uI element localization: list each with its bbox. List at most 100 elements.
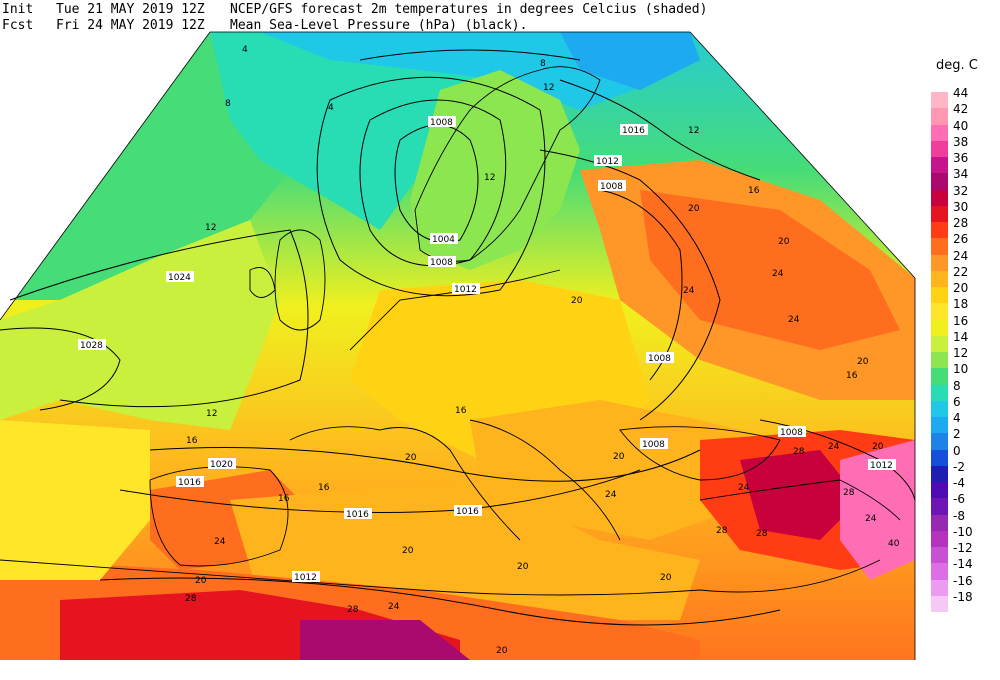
legend-title: deg. C (936, 58, 978, 73)
temp-label: 16 (278, 494, 290, 504)
temp-label: 20 (613, 452, 625, 462)
temp-label: 24 (828, 442, 840, 452)
legend-swatch (931, 384, 948, 401)
temp-label: 16 (846, 371, 858, 381)
temp-label: 12 (484, 173, 495, 183)
temp-zone-russia-hot (640, 190, 900, 350)
legend-value: 26 (953, 232, 969, 247)
temp-label: 16 (455, 406, 467, 416)
temp-label: 40 (888, 539, 900, 549)
legend-value: 42 (953, 102, 969, 117)
legend-swatch (931, 287, 948, 304)
temp-label: 28 (793, 447, 805, 457)
legend-swatch (931, 335, 948, 352)
temp-label: 24 (214, 537, 226, 547)
legend-swatch (931, 368, 948, 385)
legend-value: 16 (953, 313, 969, 328)
temp-label: 20 (517, 562, 529, 572)
map-title-line1: NCEP/GFS forecast 2m temperatures in deg… (230, 2, 708, 17)
pressure-label: 1024 (168, 273, 191, 283)
legend-value: -6 (953, 492, 965, 507)
legend-value: 40 (953, 118, 969, 133)
pressure-label: 1012 (596, 157, 619, 167)
temp-label: 24 (605, 490, 617, 500)
legend-swatch (931, 498, 948, 515)
legend-swatch (931, 563, 948, 580)
legend-value: 10 (953, 362, 969, 377)
pressure-label: 1008 (780, 428, 803, 438)
legend-value: -16 (953, 573, 973, 588)
temp-zone-turkey-core (740, 450, 860, 540)
legend-swatch (931, 547, 948, 564)
legend-value: -12 (953, 541, 973, 555)
legend-swatch (931, 205, 948, 222)
temp-label: 20 (496, 646, 508, 656)
pressure-label: 1020 (210, 460, 233, 470)
temp-label: 24 (772, 269, 784, 279)
temp-label: 24 (683, 286, 695, 296)
temp-label: 12 (206, 409, 217, 419)
temp-label: 20 (872, 442, 884, 452)
temperature-map: 1008 1016 1012 1008 1024 1028 1004 1008 … (0, 31, 916, 660)
temp-label: 20 (405, 453, 417, 463)
legend-swatch (931, 352, 948, 369)
legend-value: -2 (953, 459, 965, 474)
pressure-label: 1008 (648, 354, 671, 364)
legend-value: 14 (953, 329, 969, 344)
temp-label: 20 (688, 204, 700, 214)
temp-label: 28 (347, 605, 359, 615)
temp-zone-atlantic-mid (0, 220, 280, 430)
pressure-label: 1028 (80, 341, 103, 351)
legend-value: 36 (953, 151, 969, 165)
legend-value: 18 (953, 297, 969, 312)
temp-label: 16 (186, 436, 198, 446)
pressure-label: 1012 (294, 573, 317, 583)
pressure-label: 1008 (430, 258, 453, 268)
temp-label: 4 (328, 103, 334, 113)
legend-swatch (931, 303, 948, 320)
pressure-label: 1016 (346, 510, 369, 520)
temp-zone-middle-east (840, 440, 915, 580)
temp-label: 16 (318, 483, 330, 493)
legend-swatch (931, 222, 948, 239)
legend-swatch (931, 433, 948, 450)
legend-swatch (931, 238, 948, 255)
pressure-label: 1004 (432, 235, 455, 245)
temp-label: 20 (195, 576, 207, 586)
pressure-label-group: 1008 1016 1012 1008 1024 1028 1004 1008 … (78, 116, 896, 583)
legend-swatch (931, 254, 948, 271)
temp-label: 12 (543, 83, 554, 93)
legend-value: 0 (953, 443, 961, 458)
temp-label: 8 (540, 59, 546, 69)
temp-label: 8 (225, 99, 231, 109)
temp-zone-sahara-core (300, 620, 470, 660)
pressure-label: 1016 (178, 478, 201, 488)
pressure-label: 1012 (454, 285, 477, 295)
temp-label: 24 (788, 315, 800, 325)
pressure-label: 1016 (456, 507, 479, 517)
legend-swatch (931, 449, 948, 466)
legend-value: 32 (953, 183, 969, 198)
legend-swatch (931, 124, 948, 141)
temp-label: 20 (778, 237, 790, 247)
legend-value: -8 (953, 508, 965, 523)
temp-label: 20 (571, 296, 583, 306)
legend-value: -4 (953, 476, 965, 490)
temp-label: 20 (857, 357, 869, 367)
temp-label: 24 (738, 483, 750, 493)
legend-value: -18 (953, 589, 973, 604)
temp-label: 24 (388, 602, 400, 612)
temp-zone-norwegian-sea (210, 32, 500, 230)
legend-swatch (931, 400, 948, 417)
pressure-label: 1008 (430, 118, 453, 128)
legend-value: 20 (953, 281, 969, 295)
legend-value: 24 (953, 248, 969, 263)
init-time: Tue 21 MAY 2019 12Z (56, 2, 205, 17)
temp-label: 4 (242, 45, 248, 55)
legend-swatch (931, 270, 948, 287)
legend-value: 28 (953, 216, 969, 230)
temp-label: 12 (688, 126, 699, 136)
legend-value: 44 (953, 86, 969, 100)
legend-swatch (931, 530, 948, 547)
legend-value: 34 (953, 167, 969, 182)
